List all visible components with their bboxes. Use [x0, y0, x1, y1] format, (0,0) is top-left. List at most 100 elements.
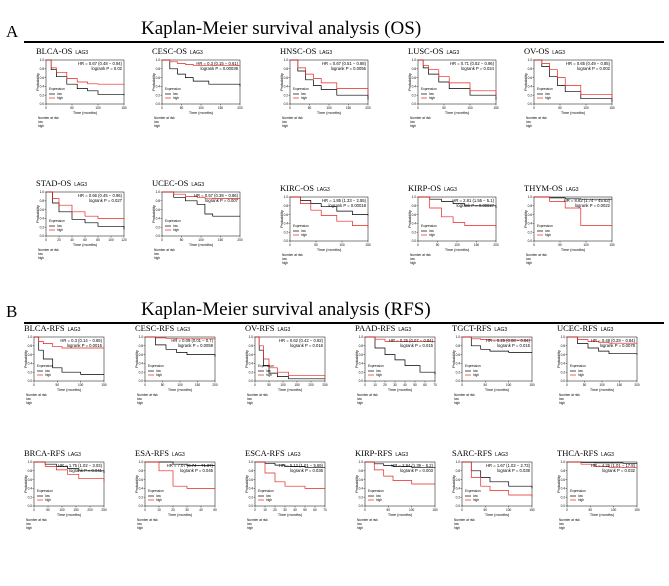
risk-high-label: high — [454, 401, 460, 405]
x-tick-label: 0 — [289, 106, 291, 110]
risk-high-label: high — [526, 124, 532, 128]
y-tick-label: 0.4 — [40, 85, 45, 89]
y-tick-label: 0.4 — [28, 362, 33, 366]
km-curve-high — [290, 196, 369, 228]
legend-high: high — [45, 373, 51, 377]
logrank-p: logrank P = 0.007 — [205, 198, 239, 203]
y-tick-label: 1.0 — [412, 58, 417, 62]
km-curve-high — [365, 461, 436, 485]
km-plot: 0.0 0.2 0.4 0.6 0.8 1.0 Probability 0 10 20 30 40 50… — [135, 460, 217, 530]
y-tick-label: 0.2 — [139, 495, 144, 499]
section-b-letter: B — [6, 302, 18, 321]
y-tick-label: 0.2 — [528, 93, 533, 97]
x-tick-label: 150 — [529, 383, 535, 387]
x-tick-label: 100 — [339, 243, 345, 247]
y-tick-label: 1.0 — [284, 58, 289, 62]
risk-high-label: high — [154, 256, 160, 260]
km-curve-high — [255, 461, 325, 489]
km-panel: OV-RFS LAG3 0.0 0.2 0.4 0.6 0.8 1.0 Probability 0… — [245, 323, 329, 413]
legend-high: high — [429, 96, 435, 100]
y-axis-label: Probability — [245, 475, 249, 493]
panel-gene: LAG3 — [177, 327, 191, 333]
x-tick-label: 100 — [108, 238, 114, 242]
km-curve-low — [162, 191, 240, 217]
x-tick-label: 250 — [101, 508, 107, 512]
risk-low-label: low — [154, 120, 159, 124]
y-tick-label: 0.0 — [284, 102, 289, 106]
panel-title: KIRP-RFS LAG3 — [355, 448, 408, 458]
legend-low: low — [578, 369, 583, 373]
risk-low-label: low — [410, 120, 415, 124]
legend-title: Expression — [148, 364, 164, 368]
x-tick-label: 0 — [461, 383, 463, 387]
risk-high-label: high — [559, 401, 565, 405]
y-tick-label: 0.6 — [284, 213, 289, 217]
km-curve-high — [46, 191, 125, 220]
km-curve-high — [567, 461, 638, 469]
x-tick-label: 0 — [364, 508, 366, 512]
legend-high: high — [545, 233, 551, 237]
panel-title: ESA-RFS LAG3 — [135, 448, 185, 458]
km-curve-low — [162, 59, 241, 87]
km-plot: 0.0 0.2 0.4 0.6 0.8 1.0 Probability 0 50 100 150 Ti… — [36, 58, 127, 128]
hazard-ratio: HR = 1.85 (1.33 − 2.55) — [322, 198, 367, 203]
km-panel: ESA-RFS LAG3 0.0 0.2 0.4 0.6 0.8 1.0 Probability… — [135, 448, 219, 538]
y-tick-label: 0.4 — [359, 362, 364, 366]
y-tick-label: 0.2 — [284, 230, 289, 234]
legend-title: Expression — [293, 87, 309, 91]
x-tick-label: 150 — [73, 508, 79, 512]
y-tick-label: 0.6 — [139, 353, 144, 357]
panel-gene: LAG3 — [565, 187, 579, 193]
y-tick-label: 0.8 — [528, 204, 533, 208]
y-axis-label: Probability — [408, 210, 412, 228]
y-tick-label: 0.2 — [284, 93, 289, 97]
x-tick-label: 100 — [599, 383, 605, 387]
x-tick-label: 150 — [634, 508, 640, 512]
x-tick-label: 30 — [393, 383, 397, 387]
km-curve-high — [534, 59, 613, 100]
y-tick-label: 0.8 — [40, 67, 45, 71]
risk-low-label: low — [137, 522, 142, 526]
y-axis-label: Probability — [524, 210, 528, 228]
km-plot: 0.0 0.2 0.4 0.6 0.8 1.0 Probability 0 50 100 150 20… — [135, 335, 218, 405]
panel-title: KIRP-OS LAG3 — [408, 183, 457, 193]
logrank-p: logrank P = 0.015 — [400, 343, 434, 348]
y-tick-label: 0.6 — [28, 353, 33, 357]
km-plot: 0.0 0.2 0.4 0.6 0.8 1.0 Probability 0 50 100 150 Ti… — [408, 58, 499, 128]
y-axis-label: Probability — [280, 73, 284, 91]
y-tick-label: 1.0 — [528, 58, 533, 62]
y-tick-label: 0.0 — [412, 239, 417, 243]
km-curve-high — [567, 336, 638, 344]
legend-low: low — [173, 92, 178, 96]
legend-low: low — [301, 229, 306, 233]
y-tick-label: 0.0 — [249, 504, 254, 508]
panel-gene: LAG3 — [317, 187, 330, 193]
km-curve-low — [534, 59, 613, 102]
hazard-ratio: HR = 0.67 (0.51 − 0.88) — [322, 61, 367, 66]
risk-low-label: low — [559, 397, 564, 401]
logrank-p: logrank P = 0.00037 — [456, 203, 494, 208]
km-curve-high — [162, 191, 240, 199]
panel-title: LUSC-OS LAG3 — [408, 46, 459, 56]
x-tick-label: 40 — [199, 508, 203, 512]
x-tick-label: 10 — [263, 508, 267, 512]
x-tick-label: 0 — [161, 106, 163, 110]
x-tick-label: 100 — [583, 243, 589, 247]
x-tick-label: 10 — [373, 383, 377, 387]
x-tick-label: 50 — [484, 508, 488, 512]
x-tick-label: 0 — [45, 238, 47, 242]
y-axis-label: Probability — [152, 73, 156, 91]
panel-title: CESC-RFS LAG3 — [135, 323, 190, 333]
y-tick-label: 1.0 — [359, 460, 364, 464]
legend-title: Expression — [148, 489, 164, 493]
y-tick-label: 0.4 — [28, 487, 33, 491]
panel-title: OV-OS LAG3 — [524, 46, 565, 56]
km-plot: 0.0 0.2 0.4 0.6 0.8 1.0 Probability 0 50 100 150 20… — [408, 195, 499, 265]
hazard-ratio: HR = 5.12 (1.01 − 5.69) — [279, 463, 324, 468]
y-tick-label: 0.4 — [284, 222, 289, 226]
hazard-ratio: HR = 0.09 (0.01 − 0.7) — [171, 338, 213, 343]
logrank-p: logrank P = 0.015 — [497, 343, 531, 348]
panel-name: OV-OS — [524, 46, 550, 56]
logrank-p: logrank P = 0.0015 — [67, 343, 103, 348]
y-tick-label: 0.0 — [528, 102, 533, 106]
